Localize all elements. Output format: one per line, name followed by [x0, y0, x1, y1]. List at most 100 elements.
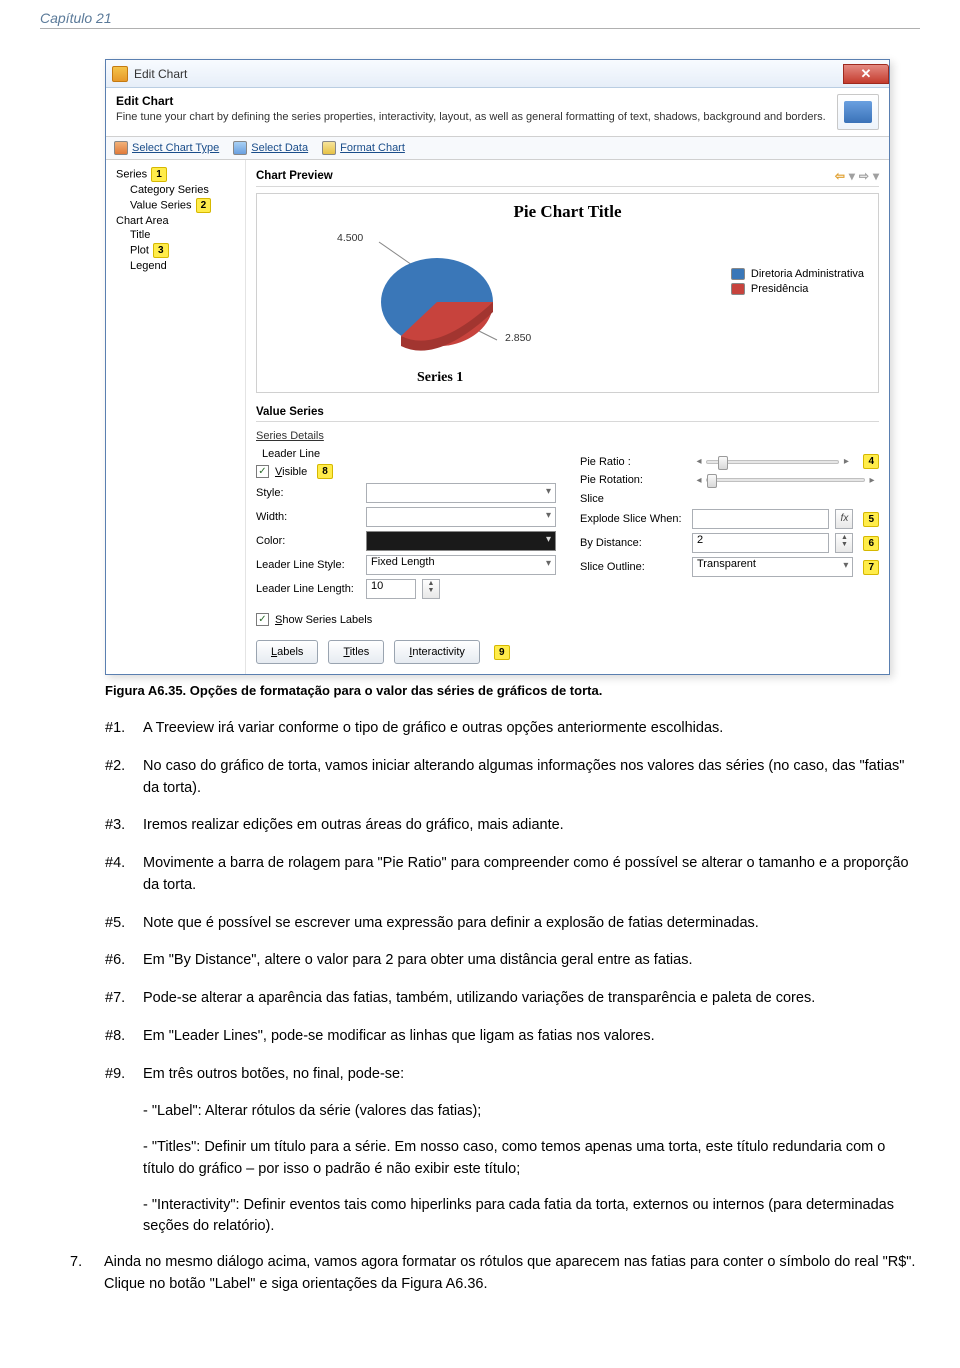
tab-select-chart-type[interactable]: Select Chart Type — [114, 141, 219, 155]
chapter-header: Capítulo 21 — [40, 10, 920, 29]
marker-4: 4 — [863, 454, 879, 469]
pie-ratio-slider[interactable]: ◂▸ — [692, 455, 853, 469]
marker-1: 1 — [151, 167, 167, 182]
marker-9: 9 — [494, 645, 510, 660]
dialog-header-text: Edit Chart Fine tune your chart by defin… — [116, 94, 827, 130]
chart-preview: Pie Chart Title 4.500 2.850 Diretoria Ad… — [256, 193, 879, 393]
item-1-num: #1. — [105, 718, 143, 740]
figure-caption: Figura A6.35. Opções de formatação para … — [105, 683, 920, 698]
dialog-body: Series1 Category Series Value Series2 Ch… — [106, 160, 889, 674]
item-4-text: Movimente a barra de rolagem para "Pie R… — [143, 853, 920, 897]
visible-checkbox[interactable]: ✓ — [256, 465, 269, 478]
sub-item-1: - "Label": Alterar rótulos da série (val… — [143, 1101, 920, 1123]
leader-line-length-input[interactable]: 10 — [366, 579, 416, 599]
show-labels-label: Show Series Labels — [275, 614, 372, 626]
color-label: Color: — [256, 535, 360, 547]
width-label: Width: — [256, 511, 360, 523]
interactivity-button[interactable]: Interactivity — [394, 640, 480, 664]
button-row: Labels Titles Interactivity 9 — [256, 640, 879, 664]
instructions-list: #1.A Treeview irá variar conforme o tipo… — [105, 718, 920, 1085]
explode-label: Explode Slice When: — [580, 513, 686, 525]
leader-line-length-label: Leader Line Length: — [256, 583, 360, 595]
leader-line-style-label: Leader Line Style: — [256, 559, 360, 571]
figure-container: Edit Chart ✕ Edit Chart Fine tune your c… — [105, 59, 920, 698]
nav-back-icon[interactable]: ⇦ — [835, 169, 845, 183]
marker-8: 8 — [317, 464, 333, 479]
labels-button[interactable]: Labels — [256, 640, 318, 664]
item-7-text: Pode-se alterar a aparência das fatias, … — [143, 988, 920, 1010]
explode-input[interactable] — [692, 509, 829, 529]
marker-5: 5 — [863, 512, 879, 527]
legend-label-2: Presidência — [751, 283, 808, 295]
by-distance-spinner[interactable]: ▲▼ — [835, 533, 853, 553]
pie-legend: Diretoria Administrativa Presidência — [731, 268, 864, 298]
tree-category-series[interactable]: Category Series — [116, 183, 241, 197]
step-7-text: Ainda no mesmo diálogo acima, vamos agor… — [104, 1252, 920, 1296]
series-details-label: Series Details — [256, 428, 556, 446]
tree-pane: Series1 Category Series Value Series2 Ch… — [106, 160, 246, 674]
width-combo[interactable] — [366, 507, 556, 527]
tree-value-series[interactable]: Value Series2 — [116, 197, 241, 214]
fx-button[interactable]: fx — [835, 509, 853, 529]
tree-series[interactable]: Series1 — [116, 166, 241, 183]
item-8-text: Em "Leader Lines", pode-se modificar as … — [143, 1026, 920, 1048]
marker-3: 3 — [153, 243, 169, 258]
tree-chart-area[interactable]: Chart Area — [116, 214, 241, 228]
legend-swatch-1 — [731, 268, 745, 280]
titlebar: Edit Chart ✕ — [106, 60, 889, 88]
preview-nav: ⇦ ▾ ⇨ ▾ — [835, 169, 879, 183]
nav-fwd-dropdown-icon[interactable]: ▾ — [873, 169, 879, 183]
pie-rotation-label: Pie Rotation: — [580, 474, 686, 486]
titles-button[interactable]: Titles — [328, 640, 384, 664]
nav-fwd-icon[interactable]: ⇨ — [859, 169, 869, 183]
item-3-text: Iremos realizar edições em outras áreas … — [143, 815, 920, 837]
pie-ratio-label: Pie Ratio : — [580, 456, 686, 468]
chart-header-icon — [837, 94, 879, 130]
bar-chart-icon — [114, 141, 128, 155]
leader-line-length-spinner[interactable]: ▲▼ — [422, 579, 440, 599]
item-3-num: #3. — [105, 815, 143, 837]
item-5-text: Note que é possível se escrever uma expr… — [143, 913, 920, 935]
left-column: Series Details Leader Line ✓ Visible 8 S… — [256, 428, 556, 601]
marker-7: 7 — [863, 560, 879, 575]
dialog-title: Edit Chart — [116, 94, 827, 108]
sub-item-3: - "Interactivity": Definir eventos tais … — [143, 1195, 920, 1239]
tree-title[interactable]: Title — [116, 228, 241, 242]
tab-select-data[interactable]: Select Data — [233, 141, 308, 155]
tab-format-chart[interactable]: Format Chart — [322, 141, 405, 155]
value-series-header: Value Series — [256, 403, 879, 422]
item-5-num: #5. — [105, 913, 143, 935]
chart-app-icon — [112, 66, 128, 82]
color-picker[interactable] — [366, 531, 556, 551]
show-labels-checkbox[interactable]: ✓ — [256, 613, 269, 626]
style-label: Style: — [256, 487, 360, 499]
tree-plot[interactable]: Plot3 — [116, 242, 241, 259]
nav-back-dropdown-icon[interactable]: ▾ — [849, 169, 855, 183]
dialog-subtitle: Fine tune your chart by defining the ser… — [116, 110, 827, 124]
edit-chart-window: Edit Chart ✕ Edit Chart Fine tune your c… — [105, 59, 890, 675]
item-4-num: #4. — [105, 853, 143, 897]
sub-item-2: - "Titles": Definir um título para a sér… — [143, 1137, 920, 1181]
style-combo[interactable] — [366, 483, 556, 503]
legend-swatch-2 — [731, 283, 745, 295]
tree-legend[interactable]: Legend — [116, 259, 241, 273]
slice-outline-combo[interactable]: Transparent — [692, 557, 853, 577]
item-6-text: Em "By Distance", altere o valor para 2 … — [143, 950, 920, 972]
slice-label: Slice — [580, 489, 879, 507]
step-7-num: 7. — [70, 1252, 104, 1296]
tab-strip: Select Chart Type Select Data Format Cha… — [106, 137, 889, 160]
leader-line-label: Leader Line — [256, 446, 556, 462]
pie-rotation-slider[interactable]: ◂▸ — [692, 473, 879, 487]
item-7-num: #7. — [105, 988, 143, 1010]
item-2-num: #2. — [105, 756, 143, 800]
by-distance-input[interactable]: 2 — [692, 533, 829, 553]
chart-preview-header: Chart Preview ⇦ ▾ ⇨ ▾ — [256, 166, 879, 187]
step-7: 7. Ainda no mesmo diálogo acima, vamos a… — [70, 1252, 920, 1296]
item-6-num: #6. — [105, 950, 143, 972]
pie-chart-svg — [297, 218, 557, 378]
marker-6: 6 — [863, 536, 879, 551]
close-button[interactable]: ✕ — [843, 64, 889, 84]
leader-line-style-combo[interactable]: Fixed Length — [366, 555, 556, 575]
main-pane: Chart Preview ⇦ ▾ ⇨ ▾ Pie Chart Title 4.… — [246, 160, 889, 674]
legend-label-1: Diretoria Administrativa — [751, 268, 864, 280]
